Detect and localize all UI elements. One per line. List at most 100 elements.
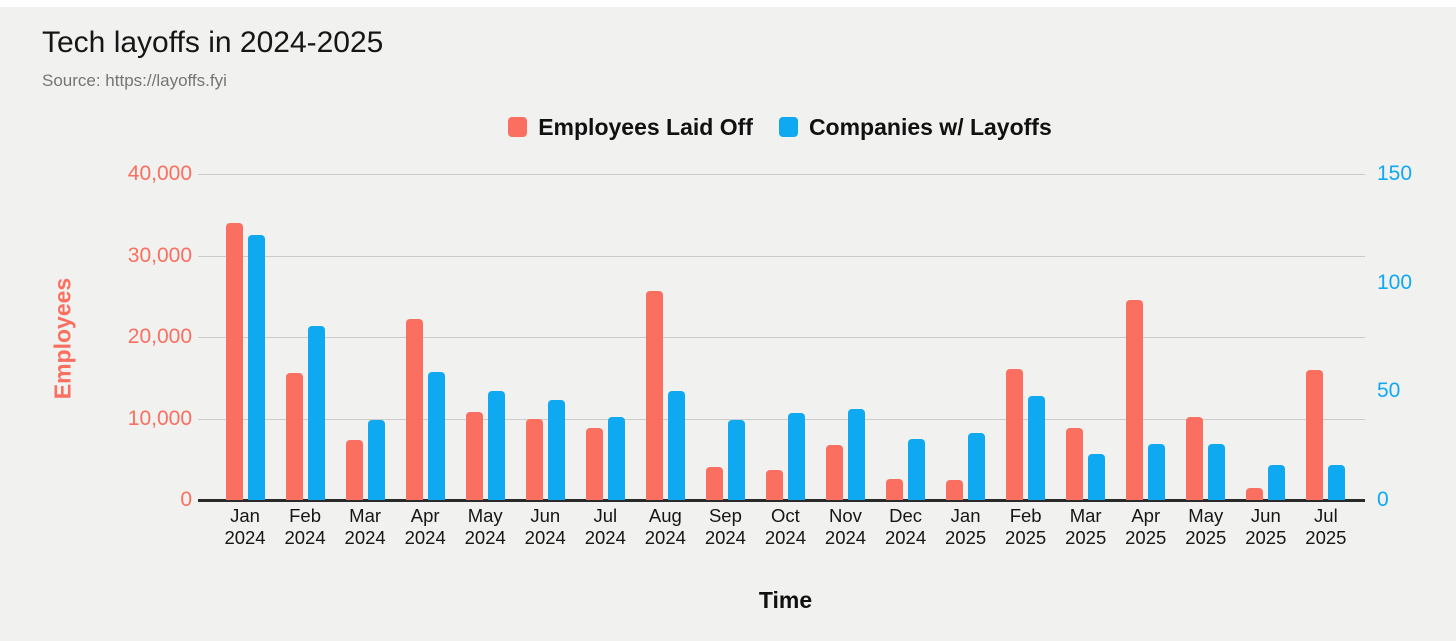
companies-bar-nov-2024[interactable] [847, 408, 865, 500]
employees-bar-may-2024[interactable] [465, 412, 483, 500]
x-axis-labels: Jan 2024 Feb 2024 Mar 2024 Apr 2024 May 2024 Jun 20… [215, 505, 1356, 549]
legend-label-employees: Employees Laid Off [538, 113, 753, 140]
x-label-apr-2024: Apr 2024 [404, 505, 446, 548]
bar-group-sep-2024 [695, 174, 755, 500]
companies-bar-jan-2024[interactable] [247, 234, 265, 500]
left-tick-30000: 30,000 [127, 243, 192, 267]
bar-group-mar-2025 [1056, 174, 1116, 500]
x-label-nov-2024: Nov 2024 [824, 505, 867, 548]
x-label-oct-2024: Oct 2024 [764, 505, 807, 548]
right-tick-100: 100 [1377, 270, 1413, 294]
bar-group-feb-2024 [275, 174, 335, 500]
plot-area [198, 174, 1365, 502]
companies-bar-apr-2025[interactable] [1148, 443, 1166, 500]
employees-bar-feb-2025[interactable] [1006, 368, 1024, 500]
bar-group-feb-2025 [996, 174, 1056, 500]
employees-series-swatch [508, 117, 528, 137]
companies-bar-jun-2024[interactable] [547, 400, 565, 500]
x-label-sep-2024: Sep 2024 [704, 505, 746, 548]
employees-bar-apr-2025[interactable] [1126, 300, 1144, 500]
employees-bar-mar-2024[interactable] [345, 439, 363, 500]
companies-bar-feb-2024[interactable] [307, 326, 325, 500]
x-label-jun-2025: Jun 2025 [1245, 505, 1287, 548]
x-label-may-2025: May 2025 [1185, 505, 1227, 548]
bar-group-dec-2024 [876, 174, 936, 500]
employees-bar-aug-2024[interactable] [645, 290, 663, 500]
employees-bar-jan-2024[interactable] [225, 222, 243, 500]
companies-bar-jun-2025[interactable] [1268, 465, 1286, 500]
employees-bar-may-2025[interactable] [1186, 416, 1204, 500]
bar-group-apr-2024 [395, 174, 455, 500]
gridline [198, 418, 1365, 420]
bar-group-nov-2024 [815, 174, 875, 500]
x-label-apr-2025: Apr 2025 [1125, 505, 1167, 548]
companies-bar-oct-2024[interactable] [787, 413, 805, 500]
bar-group-mar-2024 [335, 174, 395, 500]
employees-bar-jan-2025[interactable] [946, 480, 964, 500]
companies-bar-jul-2024[interactable] [607, 417, 625, 500]
employees-bar-jul-2024[interactable] [585, 427, 603, 500]
x-label-jan-2024: Jan 2024 [224, 505, 266, 548]
x-label-feb-2024: Feb 2024 [284, 505, 326, 548]
bar-group-aug-2024 [635, 174, 695, 500]
bar-group-jun-2025 [1236, 174, 1296, 500]
bar-group-jan-2024 [215, 174, 275, 500]
employees-bar-apr-2024[interactable] [405, 319, 423, 500]
x-label-aug-2024: Aug 2024 [644, 505, 686, 548]
bar-group-jan-2025 [936, 174, 996, 500]
gridline [198, 337, 1365, 338]
companies-bar-apr-2024[interactable] [427, 371, 445, 500]
gridline [198, 174, 1365, 175]
companies-bar-dec-2024[interactable] [908, 439, 926, 500]
right-tick-0: 0 [1377, 488, 1389, 511]
right-tick-150: 150 [1377, 162, 1413, 185]
bar-group-may-2024 [455, 174, 515, 500]
left-tick-0: 0 [180, 488, 192, 511]
legend-label-companies: Companies w/ Layoffs [808, 113, 1052, 140]
left-axis-title: Employees [49, 277, 76, 400]
x-label-dec-2024: Dec 2024 [884, 505, 927, 548]
employees-bar-sep-2024[interactable] [705, 467, 723, 500]
x-axis-title: Time [758, 587, 813, 613]
employees-bar-jun-2025[interactable] [1246, 487, 1264, 500]
employees-bar-jun-2024[interactable] [525, 418, 543, 500]
companies-bar-jul-2025[interactable] [1328, 465, 1346, 500]
companies-series-swatch [778, 117, 798, 137]
employees-bar-jul-2025[interactable] [1306, 370, 1324, 500]
companies-bar-may-2025[interactable] [1208, 443, 1226, 500]
companies-bar-mar-2024[interactable] [367, 419, 385, 500]
bar-group-may-2025 [1176, 174, 1236, 500]
companies-bar-may-2024[interactable] [487, 391, 505, 500]
employees-bar-nov-2024[interactable] [825, 445, 843, 500]
legend: Employees Laid Off Companies w/ Layoffs [200, 112, 1360, 142]
bar-group-apr-2025 [1116, 174, 1176, 500]
left-tick-40000: 40,000 [127, 162, 192, 185]
employees-bar-oct-2024[interactable] [765, 469, 783, 500]
left-tick-10000: 10,000 [127, 406, 192, 430]
x-label-jan-2025: Jan 2025 [945, 505, 987, 548]
right-tick-50: 50 [1377, 379, 1401, 403]
legend-item-companies: Companies w/ Layoffs [778, 113, 1052, 141]
left-tick-20000: 20,000 [127, 325, 192, 348]
x-label-jun-2024: Jun 2024 [524, 505, 566, 548]
x-label-mar-2025: Mar 2025 [1065, 505, 1107, 548]
employees-bar-dec-2024[interactable] [886, 478, 904, 500]
companies-bar-mar-2025[interactable] [1088, 454, 1106, 500]
x-axis-line [198, 499, 1365, 502]
bar-group-jul-2025 [1296, 174, 1356, 500]
top-edge-strip [0, 0, 1456, 7]
chart-title: Tech layoffs in 2024-2025 [42, 26, 384, 59]
companies-bar-jan-2025[interactable] [968, 432, 986, 500]
bars-row [215, 174, 1356, 500]
employees-bar-feb-2024[interactable] [285, 372, 303, 500]
bar-group-oct-2024 [755, 174, 815, 500]
employees-bar-mar-2025[interactable] [1066, 428, 1084, 500]
companies-bar-aug-2024[interactable] [667, 391, 685, 500]
companies-bar-feb-2025[interactable] [1028, 395, 1046, 500]
companies-bar-sep-2024[interactable] [727, 419, 745, 500]
x-label-jul-2025: Jul 2025 [1305, 505, 1347, 548]
chart-source: Source: https://layoffs.fyi [42, 71, 227, 90]
x-label-jul-2024: Jul 2024 [584, 505, 626, 548]
x-label-may-2024: May 2024 [464, 505, 506, 548]
gridline [198, 255, 1365, 257]
